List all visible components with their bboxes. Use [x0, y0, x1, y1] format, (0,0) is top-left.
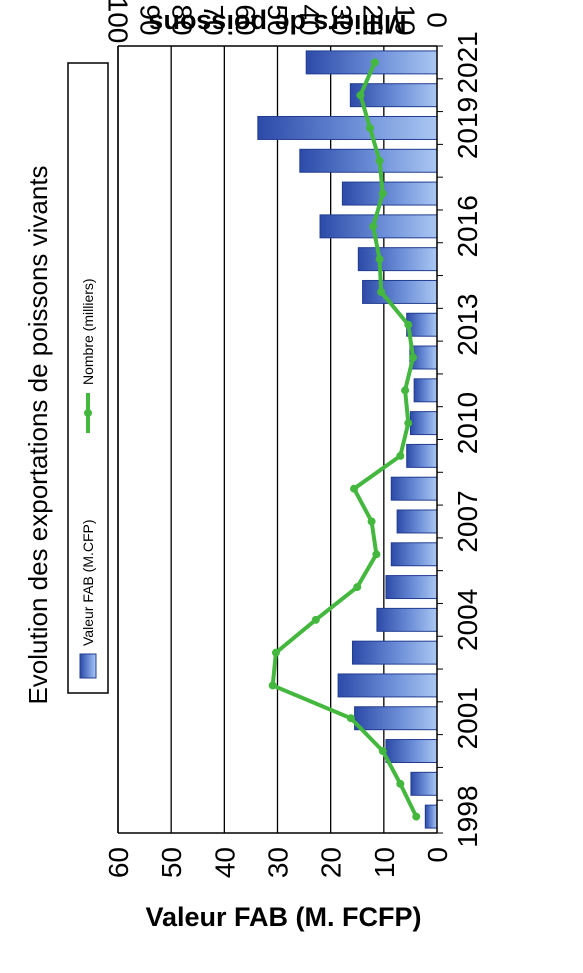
- y-right-tick-label: 30: [326, 4, 357, 35]
- legend-swatch-bar: [79, 653, 97, 679]
- y-left-tick-label: 50: [156, 847, 187, 878]
- x-tick-label: 2007: [452, 490, 483, 552]
- line-point: [346, 714, 355, 723]
- bar: [257, 116, 438, 140]
- bar: [299, 148, 438, 173]
- y-left-tick-label: 60: [103, 847, 134, 878]
- x-tick-label: 2016: [452, 195, 483, 257]
- line-series: [268, 58, 421, 821]
- x-tick-label: 2013: [452, 294, 483, 356]
- bar: [357, 247, 438, 272]
- y-right-tick-label: 50: [262, 4, 293, 35]
- line-point: [409, 353, 418, 362]
- line-point: [372, 550, 381, 559]
- bar: [385, 739, 438, 763]
- line-point: [375, 255, 384, 264]
- bar: [396, 509, 438, 534]
- line-point: [404, 320, 413, 329]
- legend-box: [67, 62, 109, 694]
- y-left-tick-label: 20: [316, 847, 347, 878]
- line-point: [356, 91, 365, 100]
- line-point: [401, 386, 410, 395]
- bar: [362, 279, 438, 304]
- chart-title: Evolution des exportations de poissons v…: [23, 165, 53, 704]
- bar: [319, 214, 438, 239]
- tick-labels: 0102030405060010203040506070809010019982…: [103, 0, 484, 878]
- bar: [354, 706, 438, 731]
- legend-swatch-line-marker: [84, 409, 92, 417]
- y-right-tick-label: 70: [198, 4, 229, 35]
- x-tick-label: 2004: [452, 589, 483, 651]
- legend: Valeur FAB (M.CFP) Nombre (milliers): [67, 62, 109, 694]
- bar: [409, 411, 438, 436]
- x-tick-label: 2019: [452, 97, 483, 159]
- bar: [406, 443, 438, 468]
- x-tick-label: 2010: [452, 392, 483, 454]
- y-right-tick-label: 0: [422, 12, 453, 28]
- bar: [390, 476, 438, 501]
- line-point: [378, 189, 387, 198]
- y-left-tick-label: 30: [263, 847, 294, 878]
- line-point: [370, 58, 379, 67]
- axes: [117, 45, 443, 834]
- x-tick-label: 2021: [452, 31, 483, 93]
- y-right-tick-label: 90: [134, 4, 165, 35]
- line-point: [353, 583, 362, 592]
- bar: [413, 378, 438, 403]
- y-axis-right-title: Milliers de poissons: [148, 9, 406, 39]
- line-point: [412, 812, 421, 821]
- legend-label-bar: Valeur FAB (M.CFP): [80, 519, 96, 646]
- line-point: [369, 222, 378, 231]
- y-left-tick-label: 0: [422, 847, 453, 863]
- x-tick-label: 1998: [452, 785, 483, 847]
- line-point: [378, 747, 387, 756]
- bar: [337, 673, 438, 698]
- y-right-tick-label: 20: [358, 4, 389, 35]
- bar: [385, 575, 438, 600]
- bar: [376, 607, 438, 632]
- line-point: [271, 648, 280, 657]
- bar: [410, 771, 438, 796]
- line-point: [311, 615, 320, 624]
- y-right-tick-label: 10: [390, 4, 421, 35]
- y-right-tick-label: 100: [103, 0, 134, 43]
- y-right-tick-label: 40: [294, 4, 325, 35]
- line-point: [350, 484, 359, 493]
- y-right-tick-label: 80: [166, 4, 197, 35]
- y-left-tick-label: 10: [369, 847, 400, 878]
- x-tick-label: 2001: [452, 687, 483, 749]
- line-point: [377, 287, 386, 296]
- bar-series: [257, 50, 438, 829]
- bar: [424, 804, 438, 829]
- line-point: [367, 517, 376, 526]
- y-right-tick-label: 60: [230, 4, 261, 35]
- line-point: [404, 419, 413, 428]
- y-axis-left-title: Valeur FAB (M. FCFP): [145, 902, 421, 932]
- bar: [351, 640, 438, 665]
- legend-label-line: Nombre (milliers): [80, 278, 96, 385]
- y-left-tick-label: 40: [209, 847, 240, 878]
- bar: [341, 181, 438, 206]
- line-point: [396, 779, 405, 788]
- line-path: [270, 61, 419, 818]
- bar: [390, 542, 438, 567]
- line-point: [396, 451, 405, 460]
- line-point: [268, 681, 277, 690]
- line-point: [375, 156, 384, 165]
- line-point: [366, 123, 375, 132]
